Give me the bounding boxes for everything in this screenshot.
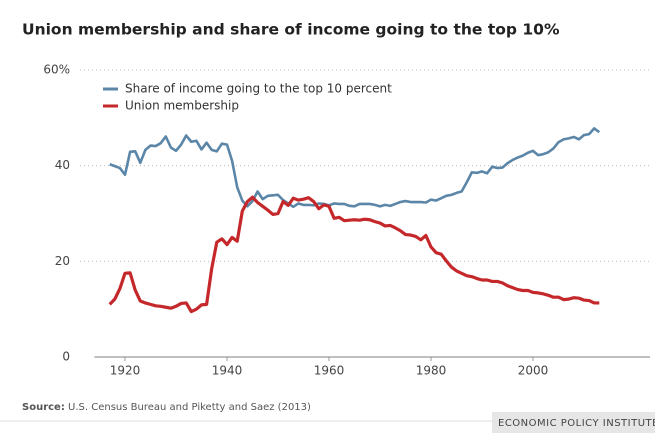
x-tick-label: 1960 [314,364,345,378]
x-tick-label: 1980 [416,364,447,378]
footer-box [492,412,655,433]
chart-title: Union membership and share of income goi… [22,21,560,39]
footer: ECONOMIC POLICY INSTITUTE [498,418,655,429]
x-tick-label: 1920 [110,364,141,378]
source-label: Source: [22,402,65,413]
y-tick-label: 40 [55,158,70,172]
y-tick-label: 0 [62,350,70,364]
series-line [108,195,600,314]
source-text: U.S. Census Bureau and Piketty and Saez … [68,402,311,413]
y-tick-label: 60% [43,63,70,77]
x-tick-label: 2000 [518,364,549,378]
legend-label: Union membership [125,99,239,113]
series-line [109,127,601,209]
legend-label: Share of income going to the top 10 perc… [125,82,392,96]
source: Source: U.S. Census Bureau and Piketty a… [22,402,311,413]
x-tick-label: 1940 [212,364,243,378]
y-tick-label: 20 [55,254,70,268]
